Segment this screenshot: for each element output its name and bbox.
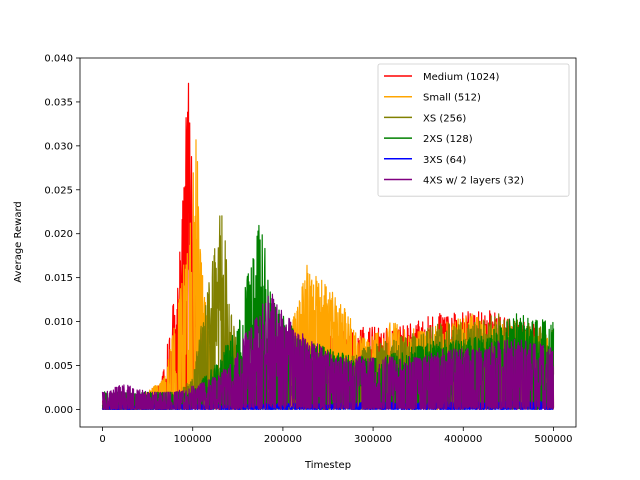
x-tick-label: 100000 xyxy=(174,434,212,445)
legend: Medium (1024) Small (512) XS (256) 2XS (128… xyxy=(377,63,570,197)
x-axis: 0 100000 200000 300000 400000 500000 xyxy=(99,427,573,445)
legend-label: Medium (1024) xyxy=(423,72,500,83)
legend-label: 2XS (128) xyxy=(423,134,473,145)
y-axis-label: Average Reward xyxy=(13,201,24,282)
legend-label: Small (512) xyxy=(423,93,481,104)
y-tick-label: 0.040 xyxy=(44,54,73,65)
y-tick-label: 0.015 xyxy=(44,273,73,284)
y-tick-label: 0.000 xyxy=(44,405,73,416)
x-tick-label: 300000 xyxy=(354,434,392,445)
y-tick-label: 0.005 xyxy=(44,361,73,372)
y-tick-label: 0.035 xyxy=(44,97,73,108)
y-tick-label: 0.025 xyxy=(44,185,73,196)
legend-label: 4XS w/ 2 layers (32) xyxy=(423,176,524,187)
series-layer xyxy=(101,82,555,410)
x-axis-label: Timestep xyxy=(304,460,351,471)
y-tick-label: 0.010 xyxy=(44,317,73,328)
y-tick-label: 0.020 xyxy=(44,229,73,240)
y-tick-label: 0.030 xyxy=(44,141,73,152)
legend-label: XS (256) xyxy=(423,113,466,124)
x-tick-label: 400000 xyxy=(444,434,482,445)
legend-box xyxy=(377,63,570,197)
x-tick-label: 200000 xyxy=(264,434,302,445)
x-tick-label: 500000 xyxy=(534,434,572,445)
plot-frame xyxy=(79,57,577,428)
legend-label: 3XS (64) xyxy=(423,155,466,166)
series-line-6 xyxy=(101,293,555,410)
y-axis: 0.000 0.005 0.010 0.015 0.020 0.025 0.030 0.035… xyxy=(44,54,80,416)
x-tick-label: 0 xyxy=(99,434,105,445)
